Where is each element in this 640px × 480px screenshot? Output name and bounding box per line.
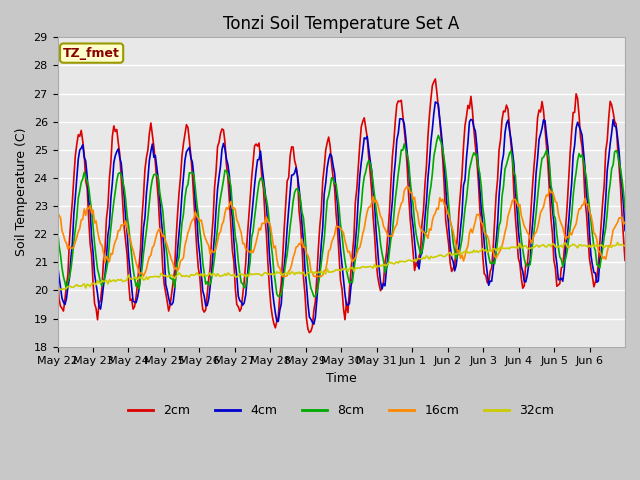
32cm [614,240,621,245]
4cm [431,99,439,105]
2cm [54,272,61,277]
8cm [620,190,627,195]
16cm [91,220,99,226]
4cm [347,284,355,290]
16cm [403,184,411,190]
16cm [461,253,469,259]
32cm [92,282,100,288]
8cm [73,215,81,220]
2cm [620,236,627,241]
16cm [73,234,81,240]
32cm [54,287,61,292]
4cm [545,167,553,172]
16cm [620,221,627,227]
4cm [620,202,627,208]
Line: 8cm: 8cm [58,135,625,297]
2cm [431,76,439,82]
4cm [91,271,99,277]
32cm [347,265,355,271]
2cm [91,300,99,306]
8cm [435,132,442,138]
16cm [279,274,287,279]
Text: TZ_fmet: TZ_fmet [63,47,120,60]
4cm [310,321,317,327]
4cm [621,228,629,233]
16cm [347,255,355,261]
32cm [58,287,66,293]
8cm [310,294,317,300]
Line: 2cm: 2cm [58,79,625,333]
32cm [621,243,629,249]
16cm [54,209,61,215]
8cm [347,278,355,284]
16cm [545,186,553,192]
2cm [621,258,629,264]
2cm [347,268,355,274]
8cm [91,240,99,246]
16cm [621,219,629,225]
8cm [461,206,469,212]
8cm [54,227,61,232]
Line: 32cm: 32cm [58,242,625,290]
Y-axis label: Soil Temperature (C): Soil Temperature (C) [15,128,28,256]
8cm [545,160,553,166]
Line: 16cm: 16cm [58,187,625,276]
2cm [461,123,469,129]
2cm [305,330,313,336]
8cm [621,205,629,211]
4cm [461,177,469,183]
Legend: 2cm, 4cm, 8cm, 16cm, 32cm: 2cm, 4cm, 8cm, 16cm, 32cm [124,399,559,422]
2cm [73,142,81,147]
32cm [620,242,627,248]
X-axis label: Time: Time [326,372,356,385]
32cm [460,249,467,255]
4cm [54,261,61,267]
32cm [544,242,552,248]
2cm [545,189,553,195]
4cm [73,175,81,180]
Title: Tonzi Soil Temperature Set A: Tonzi Soil Temperature Set A [223,15,460,33]
32cm [74,283,82,289]
Line: 4cm: 4cm [58,102,625,324]
